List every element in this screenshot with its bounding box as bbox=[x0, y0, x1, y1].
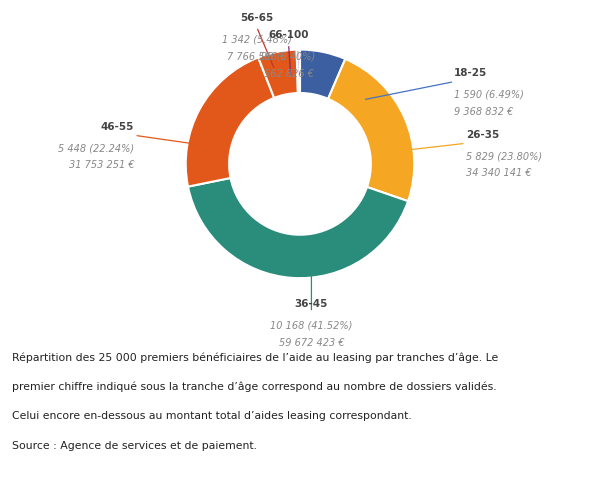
Text: Source : Agence de services et de paiement.: Source : Agence de services et de paieme… bbox=[12, 441, 257, 451]
Text: 34 340 141 €: 34 340 141 € bbox=[466, 169, 532, 179]
Text: 1 590 (6.49%): 1 590 (6.49%) bbox=[454, 90, 524, 100]
Text: premier chiffre indiqué sous la tranche d’âge correspond au nombre de dossiers v: premier chiffre indiqué sous la tranche … bbox=[12, 382, 497, 392]
Text: 56-65: 56-65 bbox=[240, 13, 273, 23]
Text: 46-55: 46-55 bbox=[101, 122, 134, 132]
Text: Celui encore en-dessous au montant total d’aides leasing correspondant.: Celui encore en-dessous au montant total… bbox=[12, 411, 412, 422]
Text: 10 168 (41.52%): 10 168 (41.52%) bbox=[270, 320, 353, 331]
Wedge shape bbox=[300, 50, 346, 99]
Text: 59 672 423 €: 59 672 423 € bbox=[278, 338, 344, 348]
Text: 9 368 832 €: 9 368 832 € bbox=[454, 107, 514, 117]
Text: Répartition des 25 000 premiers bénéficiaires de l’aide au leasing par tranches : Répartition des 25 000 premiers bénéfici… bbox=[12, 352, 498, 363]
Text: 5 448 (22.24%): 5 448 (22.24%) bbox=[58, 143, 134, 153]
Text: 18-25: 18-25 bbox=[454, 68, 488, 78]
Wedge shape bbox=[328, 59, 414, 201]
Text: 26-35: 26-35 bbox=[466, 130, 499, 140]
Wedge shape bbox=[186, 57, 274, 187]
Text: 66-100: 66-100 bbox=[268, 31, 309, 40]
Text: 5 829 (23.80%): 5 829 (23.80%) bbox=[466, 151, 542, 161]
Text: 36-45: 36-45 bbox=[295, 299, 328, 309]
Wedge shape bbox=[296, 50, 299, 93]
Text: 7 766 566 €: 7 766 566 € bbox=[227, 52, 286, 62]
Wedge shape bbox=[188, 178, 408, 278]
Text: 31 753 251 €: 31 753 251 € bbox=[68, 160, 134, 171]
Text: 562 826 €: 562 826 € bbox=[263, 69, 314, 79]
Text: 1 342 (5.48%): 1 342 (5.48%) bbox=[221, 34, 292, 45]
Wedge shape bbox=[258, 50, 298, 98]
Text: 98 (0.40%): 98 (0.40%) bbox=[262, 52, 316, 62]
